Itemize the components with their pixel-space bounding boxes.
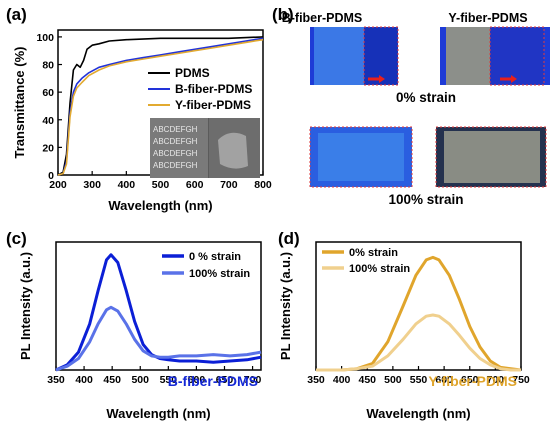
fiber-region [446, 27, 490, 85]
y-tick-label: 40 [42, 115, 54, 127]
series-line [57, 38, 264, 176]
x-tick-label: 450 [103, 374, 121, 386]
inset-text-row: ABCDEFGH [153, 137, 198, 146]
y-tick-label: 80 [42, 60, 54, 72]
x-tick-label: 500 [384, 374, 402, 386]
x-tick-label: 550 [160, 374, 178, 386]
photo-grid: B-fiber-PDMS Y-fiber-PDMS 0% strain [282, 11, 550, 207]
arrow-head-icon [379, 75, 385, 83]
legend-label: B-fiber-PDMS [175, 82, 252, 96]
x-tick-label: 200 [49, 179, 67, 191]
x-tick-label: 600 [186, 179, 204, 191]
fiber-region [318, 133, 404, 181]
x-tick-label: 400 [333, 374, 351, 386]
x-tick-label: 350 [47, 374, 65, 386]
panel-a-letter: (a) [6, 5, 27, 24]
fiber-region [314, 27, 364, 85]
photo-label-b-fiber: B-fiber-PDMS [282, 11, 363, 25]
plot-frame [55, 241, 262, 371]
y-tick-label: 0 [48, 170, 54, 182]
dashed-outline [363, 26, 399, 86]
x-tick-label: 700 [244, 374, 262, 386]
y-axis-title: Transmittance (%) [12, 47, 27, 159]
plot-frame [315, 241, 522, 371]
panel-c-letter: (c) [6, 229, 27, 248]
legend-label: 100% strain [189, 268, 250, 280]
substrate-region [490, 27, 544, 85]
x-tick-label: 300 [83, 179, 101, 191]
chart-d-y-fiber-pl: 350 400 450 500 550 600 650 700 750 Wavelength (n… [278, 241, 530, 421]
y-tick-label: 60 [42, 87, 54, 99]
chart-c-b-fiber-pl: 350 400 450 500 550 600 650 700 Wavelength (nm) P… [18, 241, 262, 421]
x-tick-label: 350 [307, 374, 325, 386]
series-line [55, 253, 262, 372]
x-tick-label: 600 [188, 374, 206, 386]
inset-text-row: ABCDEFGH [153, 149, 198, 158]
chart-annotation: Y-fiber-PDMS [428, 373, 517, 389]
inset-text-row: ABCDEFGH [153, 125, 198, 134]
legend-label: 100% strain [349, 263, 410, 275]
photo-label-y-fiber: Y-fiber-PDMS [448, 11, 527, 25]
dashed-outline [435, 126, 547, 188]
inset-photo-transparency: ABCDEFGH ABCDEFGH ABCDEFGH ABCDEFGH [150, 118, 260, 178]
x-tick-label: 500 [131, 374, 149, 386]
series-line [316, 313, 521, 372]
x-tick-label: 500 [152, 179, 170, 191]
dashed-outline [309, 126, 413, 188]
x-axis-title: Wavelength (nm) [106, 406, 210, 421]
arrow-head-icon [511, 75, 517, 83]
legend-label: 0 % strain [189, 251, 241, 263]
x-tick-label: 650 [216, 374, 234, 386]
x-tick-label: 800 [254, 179, 272, 191]
x-tick-label: 400 [75, 374, 93, 386]
panel-b-letter: (b) [272, 5, 294, 24]
chart-annotation: B-fiber-PDMS [168, 373, 258, 389]
inset-text-row: ABCDEFGH [153, 161, 198, 170]
photo-b-fiber-100-strain [309, 126, 413, 188]
chart-a-transmittance: 200 300 400 500 600 700 800 0 20 40 60 80 100 Wavelen… [12, 29, 272, 213]
legend-label: PDMS [175, 66, 210, 80]
x-tick-label: 450 [358, 374, 376, 386]
inset-photo-text-sample [150, 118, 208, 178]
strain-label-100: 100% strain [388, 192, 463, 207]
strain-label-0: 0% strain [396, 90, 456, 105]
series-line [55, 305, 262, 372]
x-axis-title: Wavelength (nm) [108, 198, 212, 213]
x-axis-title: Wavelength (nm) [366, 406, 470, 421]
photo-y-fiber-0-strain [440, 26, 550, 86]
legend-label: 0% strain [349, 247, 398, 259]
x-tick-label: 600 [435, 374, 453, 386]
legend-label: Y-fiber-PDMS [175, 98, 251, 112]
y-axis-title: PL Intensity (a.u.) [18, 252, 33, 360]
fiber-region [444, 131, 540, 183]
bent-film-shape [218, 132, 248, 169]
x-tick-label: 700 [487, 374, 505, 386]
x-tick-label: 400 [118, 179, 136, 191]
panel-d-letter: (d) [278, 229, 300, 248]
series-line [316, 255, 522, 372]
x-tick-label: 750 [512, 374, 530, 386]
x-tick-label: 650 [461, 374, 479, 386]
y-tick-label: 100 [36, 32, 54, 44]
photo-y-fiber-100-strain [435, 126, 547, 188]
substrate-region [364, 27, 398, 85]
y-tick-label: 20 [42, 142, 54, 154]
photo-b-fiber-0-strain [310, 26, 399, 86]
x-tick-label: 550 [410, 374, 428, 386]
x-tick-label: 700 [220, 179, 238, 191]
y-axis-title: PL Intensity (a.u.) [278, 252, 293, 360]
